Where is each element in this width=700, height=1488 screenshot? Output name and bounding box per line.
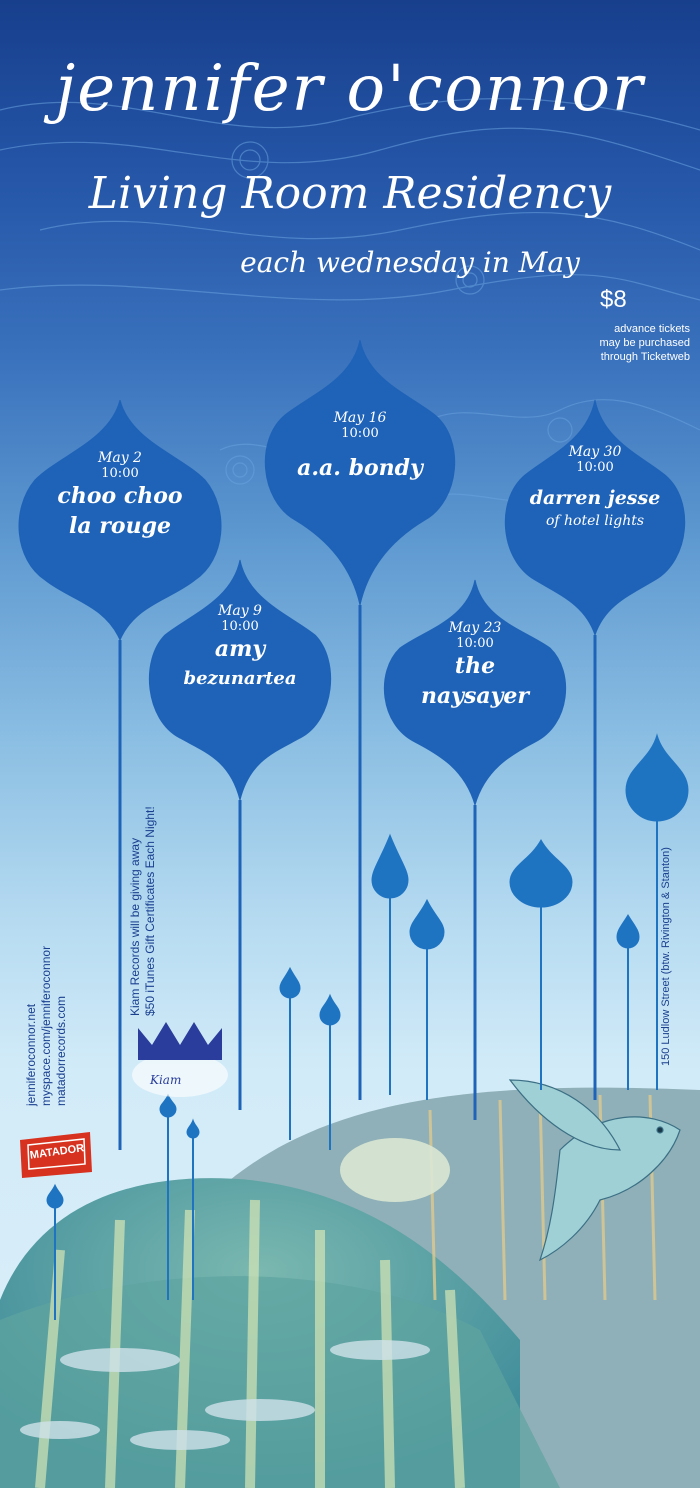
show-may-30: May 30 10:00 darren jesse of hotel light… (495, 444, 695, 529)
show-time: 10:00 (101, 466, 139, 481)
show-act: choo choo (57, 483, 183, 509)
show-date: May 23 (448, 620, 502, 636)
show-act: bezunartea (183, 668, 297, 689)
promo-line: Kiam Records will be giving away (128, 837, 142, 1016)
link-jenniferoconnor[interactable]: jenniferoconnor.net (24, 1003, 38, 1106)
kiam-promo-text: Kiam Records will be giving away $50 iTu… (128, 806, 158, 1016)
ticket-note-line: advance tickets (614, 323, 690, 335)
link-matador[interactable]: matadorrecords.com (54, 995, 68, 1106)
ticket-note: advance tickets may be purchased through… (560, 322, 691, 364)
show-act-subtitle: of hotel lights (545, 513, 645, 529)
show-may-9: May 9 10:00 amy bezunartea (140, 603, 340, 694)
show-date: May 9 (218, 603, 262, 619)
link-myspace[interactable]: myspace.com/jenniferoconnor (39, 945, 53, 1106)
show-act: darren jesse (529, 487, 661, 509)
show-act: amy (214, 636, 266, 662)
event-subtitle: Living Room Residency (88, 168, 612, 219)
matador-logo[interactable] (20, 1132, 92, 1178)
ticket-note-line: may be purchased (599, 337, 691, 349)
show-may-23: May 23 10:00 the naysayer (375, 620, 575, 711)
promo-line: $50 iTunes Gift Certificates Each Night! (143, 806, 157, 1016)
show-act: a.a. bondy (297, 455, 423, 481)
show-may-2: May 2 10:00 choo choo la rouge (20, 450, 220, 541)
venue-address: 150 Ludlow Street (btw. Rivington & Stan… (660, 847, 672, 1066)
show-may-16: May 16 10:00 a.a. bondy (260, 410, 460, 483)
show-time: 10:00 (456, 636, 494, 651)
ticket-price: $8 (600, 286, 627, 313)
kiam-logo-label: Kiam (150, 1073, 182, 1087)
hill-artwork (0, 1079, 700, 1488)
kiam-logo[interactable] (132, 1022, 228, 1097)
show-act: naysayer (420, 683, 530, 709)
show-act: la rouge (69, 513, 171, 539)
artist-title: jennifer o'connor (55, 52, 645, 126)
event-tagline: each wednesday in May (240, 246, 580, 279)
bird-illustration (508, 1079, 681, 1262)
show-date: May 2 (98, 450, 142, 466)
large-bulbs (18, 339, 686, 1150)
show-date: May 30 (568, 444, 622, 460)
show-time: 10:00 (576, 460, 614, 475)
show-date: May 16 (333, 410, 387, 426)
show-time: 10:00 (341, 426, 379, 441)
show-act: the (454, 653, 496, 679)
small-bulbs (46, 733, 689, 1320)
ticket-note-line: through Ticketweb (600, 351, 690, 363)
website-links: jenniferoconnor.net myspace.com/jennifer… (24, 946, 69, 1106)
show-time: 10:00 (221, 619, 259, 634)
